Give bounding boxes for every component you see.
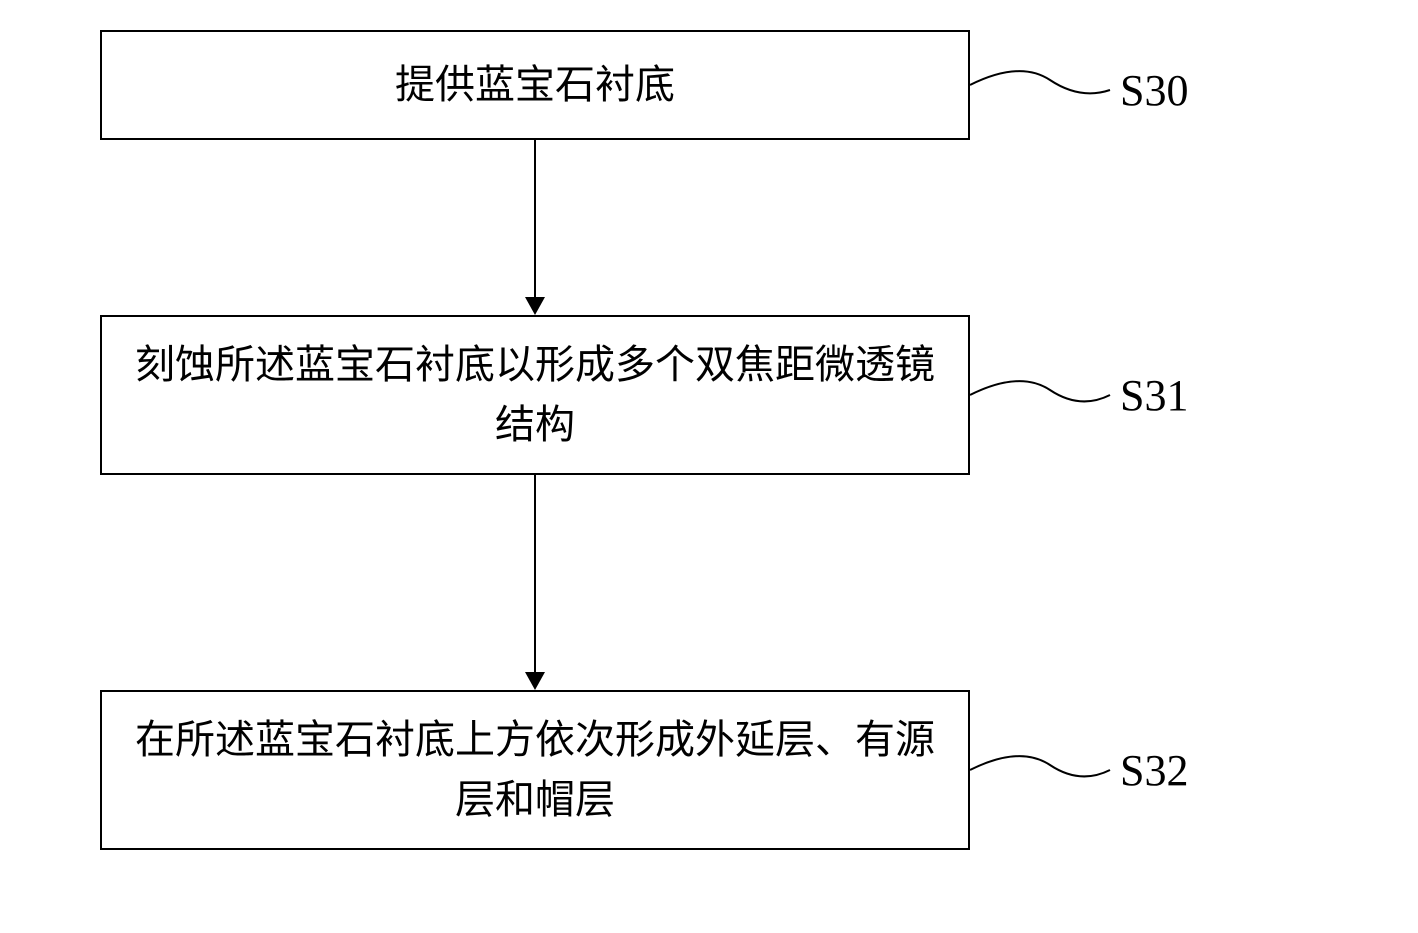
step-box-s30: 提供蓝宝石衬底 bbox=[100, 30, 970, 140]
step-text-s31: 刻蚀所述蓝宝石衬底以形成多个双焦距微透镜结构 bbox=[122, 335, 948, 455]
connector-curve-s32 bbox=[970, 735, 1120, 805]
arrow-head-1 bbox=[525, 297, 545, 315]
connector-curve-s31 bbox=[970, 360, 1120, 430]
step-box-s32: 在所述蓝宝石衬底上方依次形成外延层、有源层和帽层 bbox=[100, 690, 970, 850]
step-text-s32: 在所述蓝宝石衬底上方依次形成外延层、有源层和帽层 bbox=[122, 710, 948, 830]
arrow-line-1 bbox=[534, 140, 536, 297]
connector-curve-s30 bbox=[970, 50, 1120, 120]
step-text-s30: 提供蓝宝石衬底 bbox=[395, 55, 675, 115]
arrow-line-2 bbox=[534, 475, 536, 672]
step-box-s31: 刻蚀所述蓝宝石衬底以形成多个双焦距微透镜结构 bbox=[100, 315, 970, 475]
arrow-head-2 bbox=[525, 672, 545, 690]
step-label-s31: S31 bbox=[1120, 370, 1188, 421]
step-label-s30: S30 bbox=[1120, 65, 1188, 116]
step-label-s32: S32 bbox=[1120, 745, 1188, 796]
